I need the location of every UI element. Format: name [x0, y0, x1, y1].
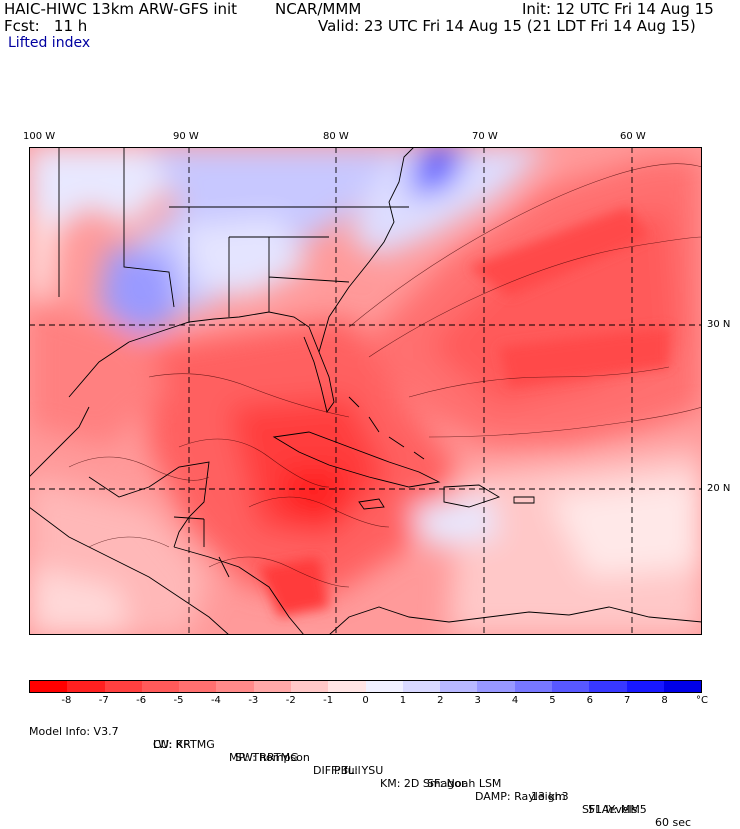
colorbar-segment	[30, 681, 68, 692]
diffusion: DIFF: full	[313, 764, 361, 777]
model-version: Model Info: V3.7	[29, 725, 119, 738]
colorbar-segment	[402, 681, 441, 692]
colorbar-tick-label: -6	[136, 695, 147, 706]
colorbar-segment	[514, 681, 552, 692]
colorbar-unit: °C	[696, 695, 708, 706]
colorbar-segment	[290, 681, 329, 692]
field-name: Lifted index	[8, 35, 91, 51]
km-option: KM: 2D Smagor	[380, 777, 466, 790]
colorbar	[29, 680, 702, 693]
colorbar-segment	[179, 681, 217, 692]
colorbar-tick-label: -3	[248, 695, 259, 706]
lat-label-20n: 20 N	[707, 483, 731, 494]
forecast-hour: Fcst: 11 h	[4, 17, 88, 35]
lon-label-90w: 90 W	[173, 131, 199, 142]
model-info-line2: LW: RRTMG SW: RRTMG DIFF: full KM: 2D Sm…	[0, 725, 740, 816]
colorbar-tick-label: 1	[399, 695, 407, 706]
colorbar-segment	[663, 681, 702, 692]
org-label: NCAR/MMM	[275, 0, 362, 18]
lifted-index-map	[29, 147, 702, 635]
colorbar-tick-label: -7	[98, 695, 109, 706]
colorbar-segment	[365, 681, 403, 692]
colorbar-tick-label: 7	[624, 695, 631, 706]
colorbar-tick-label: -5	[173, 695, 184, 706]
colorbar-tick-label: 3	[474, 695, 481, 706]
colorbar-segment	[141, 681, 180, 692]
time-step: 60 sec	[655, 816, 692, 829]
lon-label-70w: 70 W	[472, 131, 498, 142]
colorbar-segment	[589, 681, 627, 692]
colorbar-segment	[67, 681, 105, 692]
colorbar-tick-label: -8	[61, 695, 72, 706]
colorbar-tick-label: -2	[285, 695, 296, 706]
valid-time: Valid: 23 UTC Fri 14 Aug 15 (21 LDT Fri …	[318, 17, 696, 35]
colorbar-segment	[477, 681, 515, 692]
lon-label-60w: 60 W	[620, 131, 646, 142]
colorbar-segment	[440, 681, 478, 692]
lon-label-100w: 100 W	[23, 131, 56, 142]
lat-label-30n: 30 N	[707, 319, 731, 330]
shortwave-scheme: SW: RRTMG	[235, 751, 299, 764]
damping: DAMP: Rayleigh3	[475, 790, 569, 803]
colorbar-segment	[626, 681, 664, 692]
colorbar-tick-label: 8	[661, 695, 668, 706]
colorbar-segment	[328, 681, 366, 692]
model-title: HAIC-HIWC 13km ARW-GFS init	[4, 0, 238, 18]
colorbar-tick-label: 5	[549, 695, 556, 706]
colorbar-tick-label: 6	[586, 695, 594, 706]
colorbar-segment	[216, 681, 254, 692]
colorbar-tick-label: 0	[362, 695, 369, 706]
colorbar-tick-label: 4	[511, 695, 519, 706]
surface-layer: SFLAY: MM5	[582, 803, 647, 816]
colorbar-segment	[551, 681, 590, 692]
colorbar-tick-label: -1	[323, 695, 334, 706]
colorbar-segment	[104, 681, 142, 692]
colorbar-segment	[253, 681, 291, 692]
init-time: Init: 12 UTC Fri 14 Aug 15	[522, 0, 714, 18]
colorbar-tick-label: 2	[437, 695, 444, 706]
lon-label-80w: 80 W	[323, 131, 349, 142]
colorbar-tick-label: -4	[210, 695, 221, 706]
